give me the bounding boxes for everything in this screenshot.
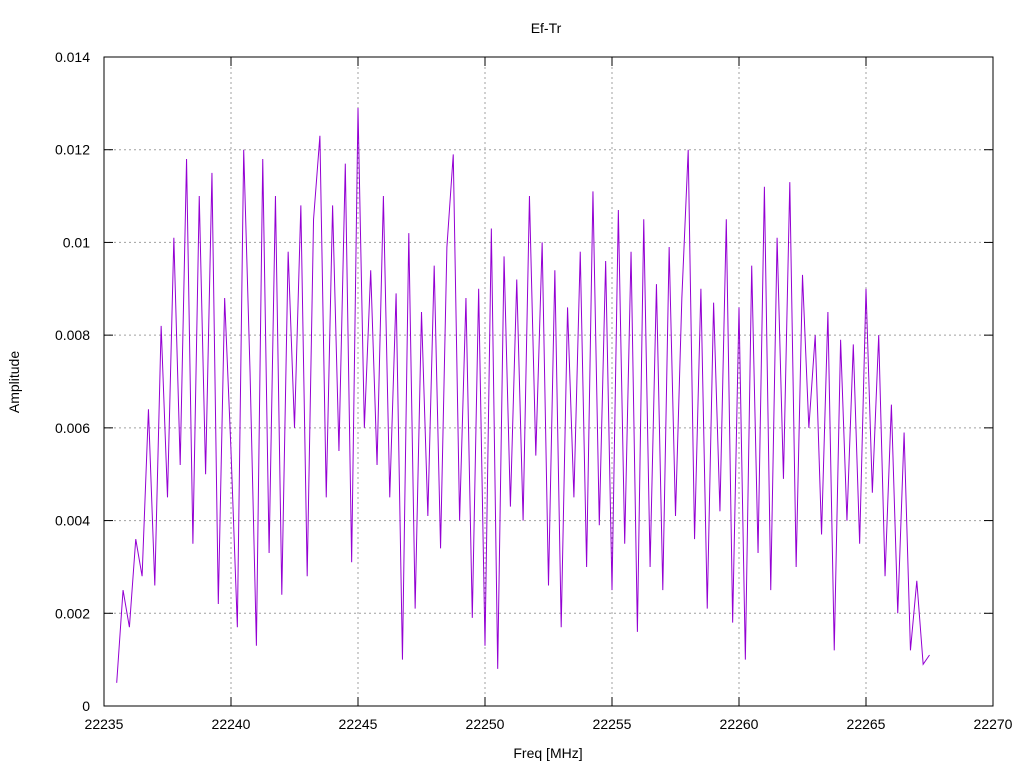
x-tick-label: 22240 <box>212 716 251 732</box>
plot-frame <box>103 56 994 707</box>
y-tick-label: 0.014 <box>55 49 90 65</box>
x-tick-label: 22245 <box>339 716 378 732</box>
x-tick-label: 22235 <box>85 716 124 732</box>
data-line <box>116 107 930 683</box>
y-tick-label: 0.01 <box>63 234 90 250</box>
y-tick-label: 0.012 <box>55 142 90 158</box>
x-axis-label: Freq [MHz] <box>513 745 582 761</box>
x-tick-label: 22255 <box>593 716 632 732</box>
x-tick-label: 22270 <box>974 716 1013 732</box>
y-tick-label: 0.004 <box>55 513 90 529</box>
y-axis-label: Amplitude <box>6 351 22 413</box>
x-tick-label: 22260 <box>720 716 759 732</box>
y-tick-label: 0.006 <box>55 420 90 436</box>
y-tick-label: 0.008 <box>55 327 90 343</box>
y-tick-label: 0.002 <box>55 605 90 621</box>
x-tick-label: 22250 <box>466 716 505 732</box>
y-tick-label: 0 <box>82 698 90 714</box>
x-tick-label: 22265 <box>847 716 886 732</box>
chart-title: Ef-Tr <box>531 20 562 36</box>
